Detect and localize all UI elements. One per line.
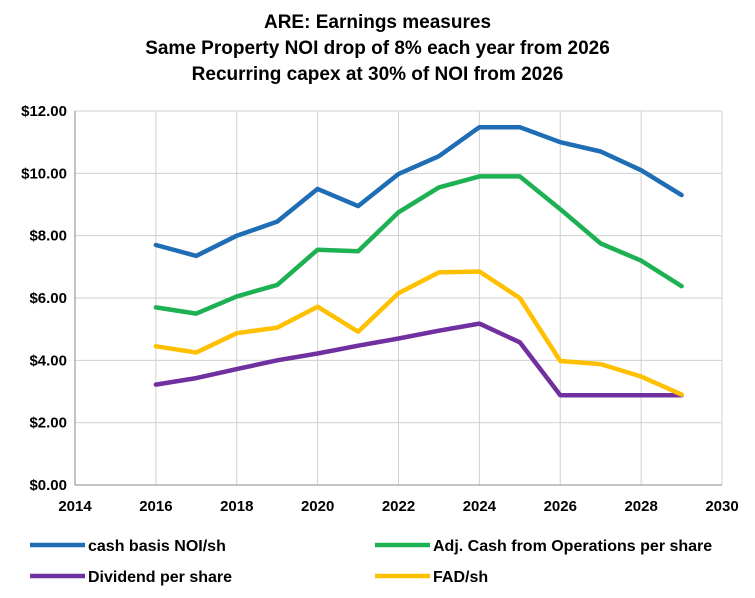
x-tick-label: 2028 — [624, 498, 657, 515]
legend-label-1: Adj. Cash from Operations per share — [433, 538, 712, 555]
chart-title-line-2: Same Property NOI drop of 8% each year f… — [145, 38, 610, 59]
axis-layer: $0.00 $2.00 $4.00 $6.00 $8.00 $10.00 $12.00 201… — [21, 103, 739, 515]
chart-title-line-3: Recurring capex at 30% of NOI from 2026 — [191, 64, 564, 85]
y-tick-label: $8.00 — [29, 228, 67, 245]
x-tick-label: 2020 — [301, 498, 334, 515]
series-line-1 — [153, 174, 684, 316]
x-tick-label: 2016 — [139, 498, 172, 515]
y-tick-label: $0.00 — [29, 477, 67, 494]
y-tick-label: $2.00 — [29, 415, 67, 432]
grid-layer — [74, 110, 723, 486]
y-tick-label: $4.00 — [29, 352, 67, 369]
x-tick-label: 2024 — [463, 498, 497, 515]
x-tick-label: 2030 — [705, 498, 738, 515]
chart-title-line-1: ARE: Earnings measures — [263, 12, 492, 33]
legend-label-3: FAD/sh — [433, 569, 488, 586]
x-tick-label: 2026 — [544, 498, 577, 515]
series-layer — [153, 124, 684, 398]
legend-label-2: Dividend per share — [88, 569, 232, 586]
legend: cash basis NOI/sh Adj. Cash from Operatio… — [30, 538, 712, 586]
series-line-3 — [153, 269, 684, 397]
y-tick-label: $12.00 — [21, 103, 67, 120]
y-tick-label: $10.00 — [21, 165, 67, 182]
series-line-0 — [153, 124, 684, 259]
legend-label-0: cash basis NOI/sh — [88, 538, 226, 555]
x-tick-label: 2018 — [220, 498, 253, 515]
series-line-2 — [153, 321, 684, 398]
y-tick-label: $6.00 — [29, 290, 67, 307]
x-tick-label: 2022 — [382, 498, 415, 515]
x-tick-label: 2014 — [58, 498, 92, 515]
